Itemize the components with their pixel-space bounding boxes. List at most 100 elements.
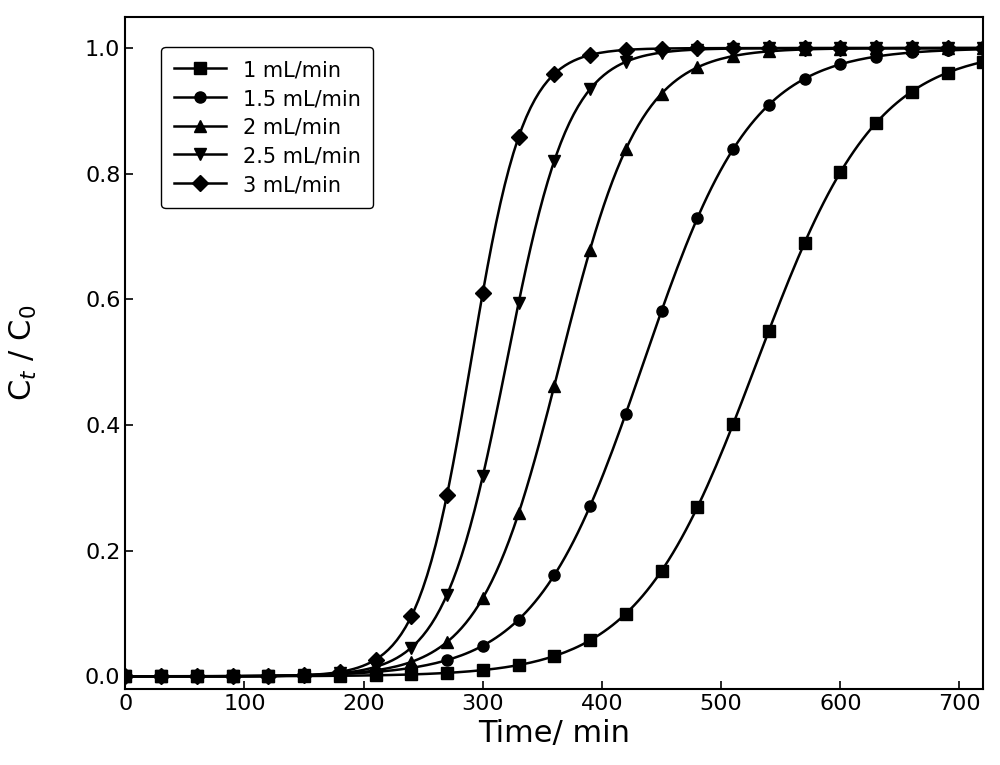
2.5 mL/min — [691, 45, 703, 54]
3 mL/min — [906, 44, 918, 53]
2.5 mL/min — [942, 44, 954, 53]
3 mL/min — [155, 672, 167, 681]
3 mL/min — [763, 44, 775, 53]
2 mL/min — [370, 666, 382, 675]
1.5 mL/min — [656, 306, 668, 315]
1 mL/min — [799, 238, 811, 247]
Line: 1.5 mL/min: 1.5 mL/min — [120, 44, 989, 682]
2 mL/min — [620, 145, 632, 154]
2.5 mL/min — [727, 44, 739, 53]
1 mL/min — [656, 566, 668, 575]
1.5 mL/min — [298, 671, 310, 680]
2 mL/min — [298, 671, 310, 680]
3 mL/min — [620, 45, 632, 54]
2.5 mL/min — [513, 298, 525, 308]
1 mL/min — [405, 670, 417, 679]
1.5 mL/min — [477, 641, 489, 650]
Line: 2.5 mL/min: 2.5 mL/min — [120, 43, 989, 682]
1.5 mL/min — [548, 571, 560, 580]
3 mL/min — [405, 612, 417, 621]
2.5 mL/min — [155, 672, 167, 681]
3 mL/min — [119, 672, 131, 681]
Legend: 1 mL/min, 1.5 mL/min, 2 mL/min, 2.5 mL/min, 3 mL/min: 1 mL/min, 1.5 mL/min, 2 mL/min, 2.5 mL/m… — [161, 47, 373, 208]
2 mL/min — [977, 44, 989, 53]
1.5 mL/min — [227, 672, 239, 681]
1.5 mL/min — [584, 502, 596, 511]
2 mL/min — [262, 672, 274, 681]
1 mL/min — [298, 672, 310, 681]
1 mL/min — [763, 327, 775, 336]
1.5 mL/min — [834, 60, 846, 69]
Y-axis label: C$_{t}$ / C$_{0}$: C$_{t}$ / C$_{0}$ — [8, 304, 39, 401]
1 mL/min — [119, 672, 131, 681]
2 mL/min — [656, 89, 668, 98]
2.5 mL/min — [763, 44, 775, 53]
2 mL/min — [477, 594, 489, 603]
2.5 mL/min — [441, 590, 453, 599]
1 mL/min — [548, 652, 560, 661]
2.5 mL/min — [870, 44, 882, 53]
3 mL/min — [441, 490, 453, 500]
1 mL/min — [191, 672, 203, 681]
3 mL/min — [548, 70, 560, 79]
2 mL/min — [942, 44, 954, 53]
2 mL/min — [727, 51, 739, 60]
X-axis label: Time/ min: Time/ min — [478, 719, 630, 748]
1.5 mL/min — [763, 100, 775, 109]
1 mL/min — [227, 672, 239, 681]
1.5 mL/min — [334, 669, 346, 679]
2.5 mL/min — [834, 44, 846, 53]
1.5 mL/min — [906, 48, 918, 57]
1 mL/min — [334, 671, 346, 680]
2.5 mL/min — [227, 672, 239, 681]
Line: 3 mL/min: 3 mL/min — [120, 43, 989, 682]
2 mL/min — [334, 669, 346, 679]
2 mL/min — [548, 381, 560, 390]
1 mL/min — [477, 666, 489, 675]
1.5 mL/min — [691, 213, 703, 223]
2 mL/min — [441, 637, 453, 646]
3 mL/min — [870, 44, 882, 53]
1 mL/min — [834, 168, 846, 177]
3 mL/min — [298, 671, 310, 680]
3 mL/min — [513, 132, 525, 142]
2 mL/min — [191, 672, 203, 681]
3 mL/min — [334, 667, 346, 676]
2 mL/min — [763, 47, 775, 56]
1 mL/min — [513, 660, 525, 669]
2 mL/min — [834, 44, 846, 54]
2.5 mL/min — [620, 57, 632, 67]
2.5 mL/min — [977, 44, 989, 53]
2.5 mL/min — [477, 471, 489, 480]
3 mL/min — [977, 44, 989, 53]
2.5 mL/min — [656, 48, 668, 57]
Line: 1 mL/min: 1 mL/min — [120, 57, 989, 682]
1.5 mL/min — [870, 52, 882, 61]
1 mL/min — [906, 87, 918, 96]
3 mL/min — [691, 44, 703, 53]
1.5 mL/min — [155, 672, 167, 681]
2 mL/min — [155, 672, 167, 681]
2.5 mL/min — [799, 44, 811, 53]
2 mL/min — [119, 672, 131, 681]
2.5 mL/min — [405, 643, 417, 653]
1 mL/min — [155, 672, 167, 681]
1.5 mL/min — [119, 672, 131, 681]
2.5 mL/min — [334, 669, 346, 678]
Line: 2 mL/min: 2 mL/min — [120, 43, 989, 682]
2.5 mL/min — [584, 85, 596, 94]
1.5 mL/min — [799, 74, 811, 83]
1 mL/min — [727, 420, 739, 429]
2 mL/min — [691, 63, 703, 72]
2 mL/min — [584, 245, 596, 254]
1 mL/min — [870, 119, 882, 128]
1 mL/min — [441, 669, 453, 678]
1.5 mL/min — [441, 656, 453, 665]
3 mL/min — [656, 44, 668, 53]
1 mL/min — [584, 636, 596, 645]
2 mL/min — [870, 44, 882, 53]
1.5 mL/min — [191, 672, 203, 681]
2.5 mL/min — [262, 672, 274, 681]
1.5 mL/min — [405, 663, 417, 672]
2.5 mL/min — [370, 662, 382, 672]
